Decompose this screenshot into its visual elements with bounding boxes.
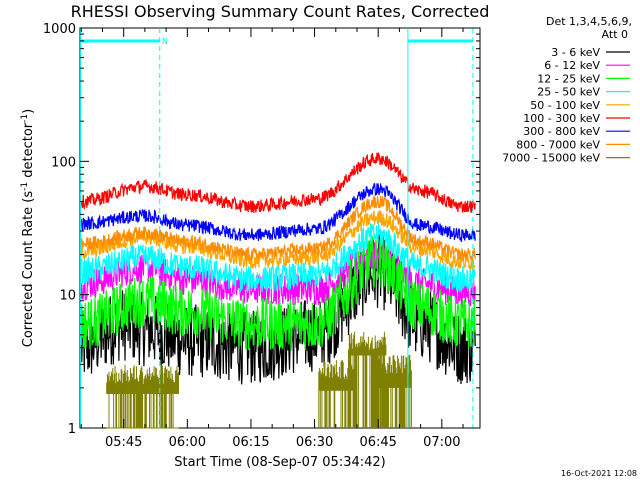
legend-label-5: 100 - 300 keV (523, 112, 600, 125)
series-2-line (80, 235, 476, 351)
x-tick-label: 06:45 (359, 435, 396, 450)
y-tick-label: 10 (59, 289, 76, 304)
x-axis-label: Start Time (08-Sep-07 05:34:42) (174, 455, 385, 470)
legend-label-4: 50 - 100 keV (530, 99, 600, 112)
timestamp: 16-Oct-2021 12:08 (561, 469, 637, 478)
legend-label-8: 7000 - 15000 keV (502, 152, 600, 165)
y-tick-label: 1000 (43, 22, 76, 37)
legend-header-line1: Det 1,3,4,5,6,9, (546, 15, 632, 28)
legend-label-6: 300 - 800 keV (523, 125, 600, 138)
series-6-line (80, 182, 476, 242)
x-tick-label: 06:15 (232, 435, 269, 450)
x-tick-label: 07:00 (423, 435, 460, 450)
legend-label-0: 3 - 6 keV (551, 46, 600, 59)
legend-label-1: 6 - 12 keV (544, 59, 600, 72)
legend-label-7: 800 - 7000 keV (516, 138, 600, 151)
x-tick-label: 05:45 (105, 435, 142, 450)
night-marker: N (162, 37, 168, 46)
legend-label-3: 25 - 50 keV (537, 86, 600, 99)
series-layer (80, 151, 476, 429)
y-axis-label: Corrected Count Rate (s-1 detector-1) (20, 109, 36, 347)
series-8-line (106, 331, 412, 429)
legend-header-line2: Att 0 (602, 28, 628, 41)
series-7-line (80, 194, 476, 263)
x-tick-label: 06:30 (296, 435, 333, 450)
x-tick-label: 06:00 (169, 435, 206, 450)
chart-title: RHESSI Observing Summary Count Rates, Co… (71, 2, 490, 21)
y-tick-label: 1 (68, 422, 76, 437)
axis-layer: 1 10 100 1000 05:45 06:00 06:15 06:30 06:45 07:00 (43, 22, 480, 450)
overlay-layer (80, 28, 474, 428)
series-5-line (80, 151, 476, 214)
plot-frame (79, 27, 481, 429)
y-tick-label: 100 (51, 155, 76, 170)
legend-label-2: 12 - 25 keV (537, 72, 600, 85)
